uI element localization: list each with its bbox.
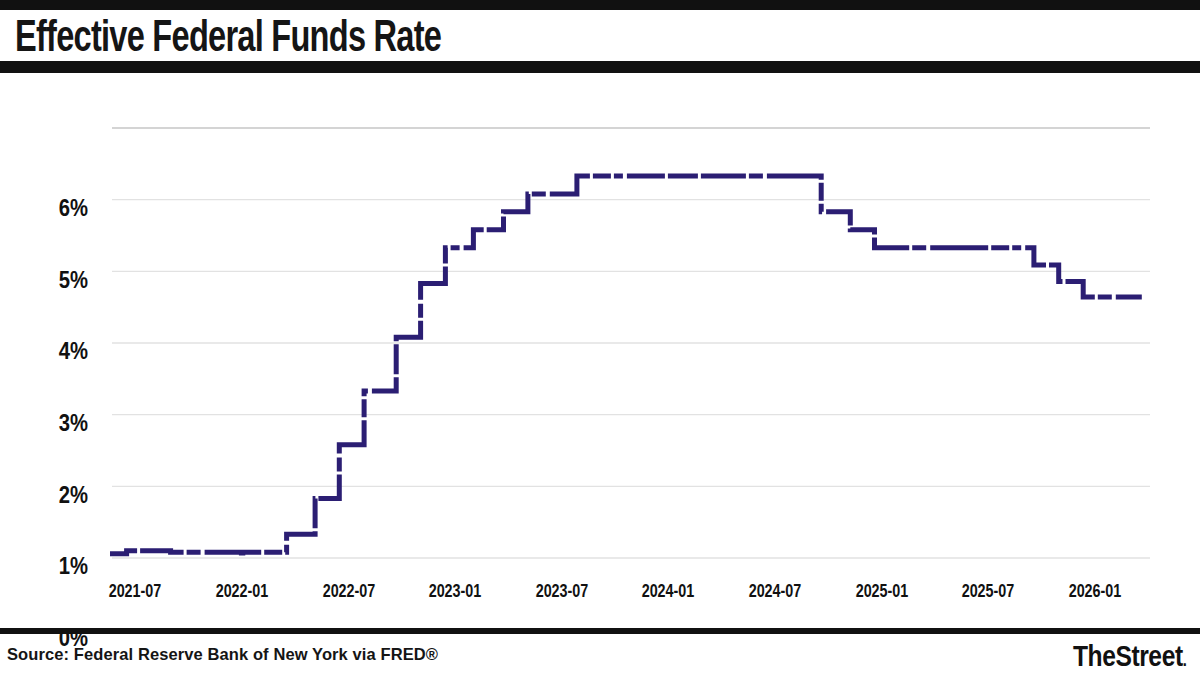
- page-title: Effective Federal Funds Rate: [15, 13, 441, 59]
- x-tick-2026-01: 2026-01: [1058, 580, 1132, 602]
- chart-card: Effective Federal Funds Rate 6% 5% 4% 3%…: [0, 0, 1200, 675]
- y-tick-3: 3%: [35, 410, 88, 436]
- y-tick-1: 1%: [35, 553, 88, 579]
- x-tick-2022-07: 2022-07: [312, 580, 386, 602]
- x-tick-2022-01: 2022-01: [205, 580, 279, 602]
- y-tick-6: 6%: [35, 195, 88, 221]
- top-black-bar: [0, 0, 1200, 10]
- thestreet-logo-period: .: [1182, 650, 1186, 670]
- y-tick-4: 4%: [35, 338, 88, 364]
- thestreet-logo: TheStreet.: [1073, 641, 1186, 671]
- x-tick-2021-07: 2021-07: [98, 580, 172, 602]
- title-divider-bar: [0, 61, 1200, 73]
- y-tick-2: 2%: [35, 482, 88, 508]
- x-tick-2024-01: 2024-01: [631, 580, 705, 602]
- chart-canvas: [0, 80, 1200, 625]
- thestreet-logo-text: TheStreet: [1073, 639, 1183, 672]
- fed-funds-rate-chart: 6% 5% 4% 3% 2% 1% 0% 2021-07 2022-01 202…: [0, 80, 1200, 625]
- x-tick-2024-07: 2024-07: [738, 580, 812, 602]
- x-tick-2025-01: 2025-01: [845, 580, 919, 602]
- x-tick-2023-01: 2023-01: [418, 580, 492, 602]
- effective-fed-funds-rate-line: [110, 176, 1142, 554]
- x-tick-2023-07: 2023-07: [525, 580, 599, 602]
- y-tick-5: 5%: [35, 267, 88, 293]
- x-tick-2025-07: 2025-07: [951, 580, 1025, 602]
- footer-divider-bar: [0, 628, 1200, 634]
- source-attribution: Source: Federal Reserve Bank of New York…: [7, 645, 438, 664]
